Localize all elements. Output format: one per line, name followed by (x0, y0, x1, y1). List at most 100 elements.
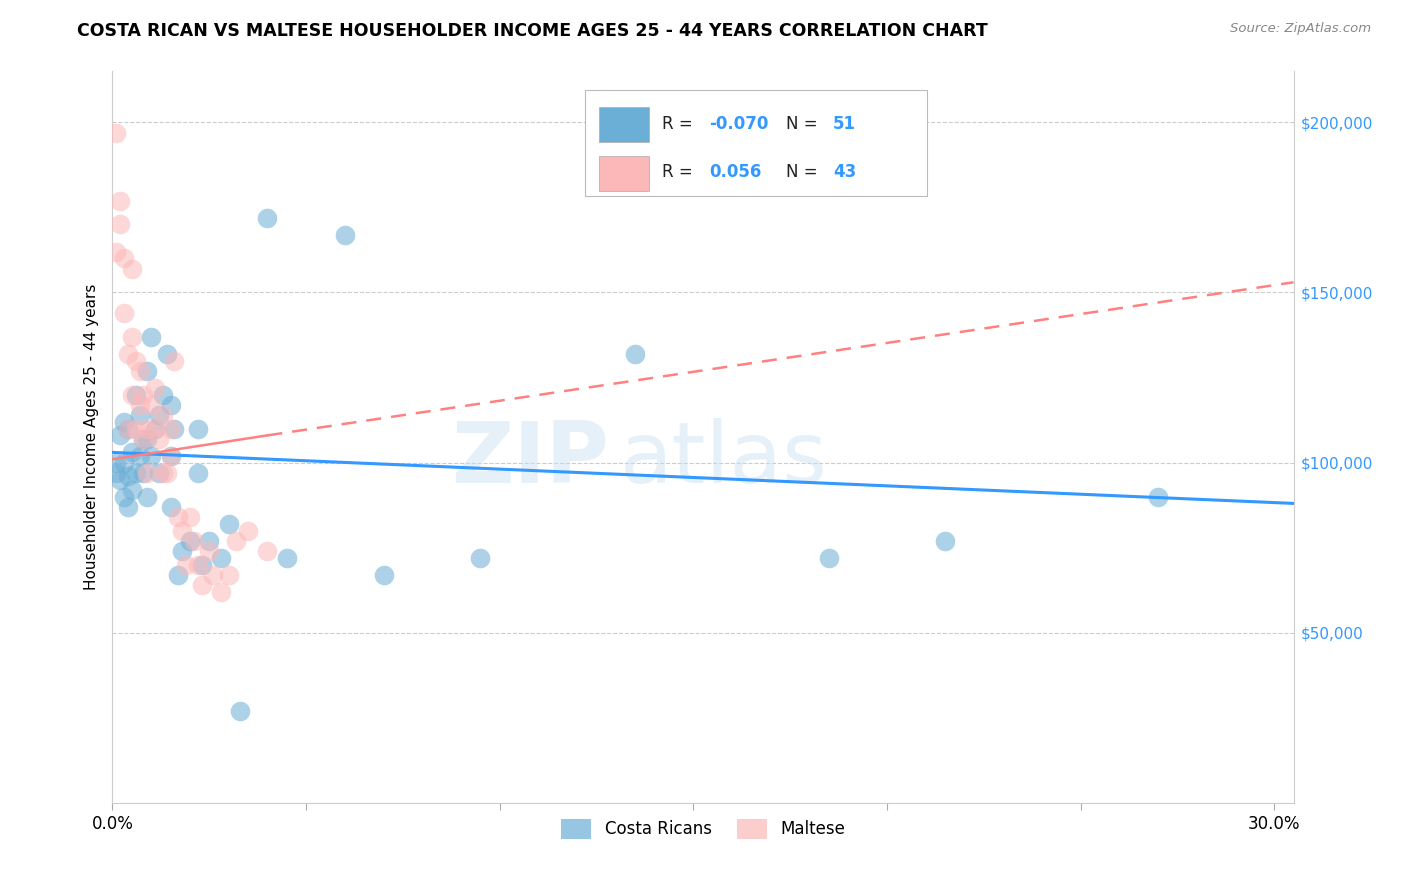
Point (112, 490, 135, 504)
Point (132, 432, 155, 446)
Point (159, 500, 181, 514)
Point (128, 364, 150, 378)
Point (110, 428, 132, 442)
Point (276, 550, 298, 565)
Point (121, 261, 143, 276)
Point (105, 126, 128, 140)
Point (121, 483, 143, 497)
Point (190, 578, 212, 592)
Point (172, 524, 194, 538)
Point (143, 421, 166, 435)
Text: COSTA RICAN VS MALTESE HOUSEHOLDER INCOME AGES 25 - 44 YEARS CORRELATION CHART: COSTA RICAN VS MALTESE HOUSEHOLDER INCOM… (77, 22, 988, 40)
Point (141, 329, 163, 343)
Point (1147, 490, 1170, 504)
Point (148, 408, 170, 422)
Text: ZIP: ZIP (451, 417, 609, 500)
Point (156, 347, 179, 361)
Point (143, 421, 166, 435)
Point (218, 567, 240, 582)
Point (110, 218, 132, 232)
Point (159, 398, 181, 412)
Text: N =: N = (786, 114, 823, 133)
Point (190, 558, 212, 572)
Point (141, 398, 163, 412)
Point (136, 421, 159, 435)
Y-axis label: Householder Income Ages 25 - 44 years: Householder Income Ages 25 - 44 years (83, 284, 98, 591)
Point (132, 432, 155, 446)
Point (156, 466, 179, 480)
Point (333, 227, 356, 242)
Point (132, 466, 155, 480)
Point (105, 466, 128, 480)
Point (159, 421, 181, 435)
Point (125, 466, 148, 480)
Point (117, 347, 139, 361)
Point (128, 398, 150, 412)
Point (470, 550, 492, 565)
Point (136, 466, 159, 480)
Point (198, 544, 221, 558)
Point (128, 449, 150, 463)
Point (218, 516, 240, 531)
Text: R =: R = (662, 163, 703, 181)
Point (159, 449, 181, 463)
Point (163, 353, 186, 368)
Point (125, 387, 148, 401)
Point (136, 364, 159, 378)
Point (105, 456, 128, 470)
Point (179, 533, 201, 548)
Point (141, 449, 163, 463)
Text: N =: N = (786, 163, 823, 181)
Point (209, 550, 232, 565)
Point (159, 449, 181, 463)
Point (818, 550, 841, 565)
Point (112, 415, 135, 429)
Point (121, 387, 143, 401)
Point (121, 445, 143, 459)
Point (187, 466, 209, 480)
Point (172, 544, 194, 558)
Point (152, 408, 174, 422)
Point (373, 567, 395, 582)
Legend: Costa Ricans, Maltese: Costa Ricans, Maltese (554, 812, 852, 846)
Text: 0.056: 0.056 (709, 163, 761, 181)
Point (112, 252, 135, 266)
Point (121, 329, 143, 343)
Point (136, 432, 159, 446)
Point (236, 524, 259, 538)
Point (174, 558, 197, 572)
Point (229, 704, 252, 718)
FancyBboxPatch shape (599, 107, 648, 142)
Point (110, 194, 132, 208)
Point (202, 567, 225, 582)
Point (117, 421, 139, 435)
Point (225, 533, 247, 548)
Point (128, 408, 150, 422)
Text: atlas: atlas (620, 417, 828, 500)
FancyBboxPatch shape (599, 155, 648, 191)
Point (152, 387, 174, 401)
Text: R =: R = (662, 114, 697, 133)
Point (183, 533, 205, 548)
Text: -0.070: -0.070 (709, 114, 768, 133)
Point (624, 347, 647, 361)
Point (125, 353, 148, 368)
Point (256, 211, 278, 225)
Text: 43: 43 (832, 163, 856, 181)
Point (187, 421, 209, 435)
Point (110, 473, 132, 487)
Point (163, 421, 186, 435)
Text: Source: ZipAtlas.com: Source: ZipAtlas.com (1230, 22, 1371, 36)
Point (148, 466, 170, 480)
Point (179, 510, 201, 524)
Point (167, 510, 190, 524)
Point (152, 466, 174, 480)
Point (112, 456, 135, 470)
Point (256, 544, 278, 558)
Point (198, 533, 221, 548)
Point (934, 533, 956, 548)
Point (132, 387, 155, 401)
Point (136, 490, 159, 504)
Point (105, 244, 128, 259)
Point (117, 469, 139, 483)
